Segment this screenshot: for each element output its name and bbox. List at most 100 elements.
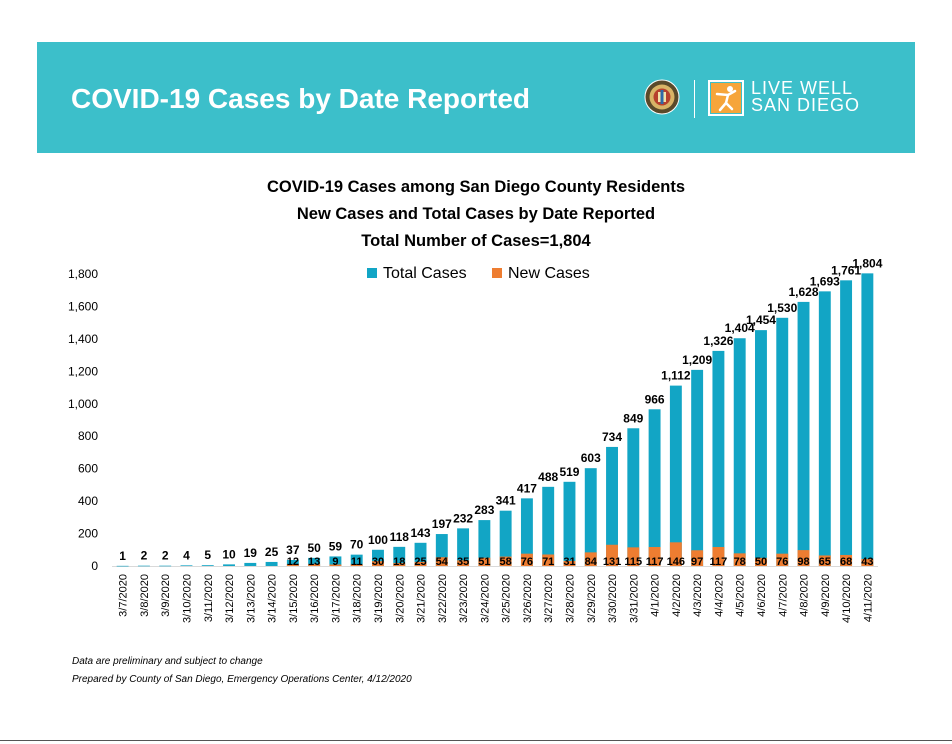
total-cases-bar	[627, 428, 640, 566]
x-tick-label: 3/16/2020	[309, 574, 321, 623]
total-cases-bar	[286, 559, 299, 566]
live-well-logo-text: LIVE WELL SAN DIEGO	[751, 79, 861, 115]
total-cases-label: 1,209	[682, 353, 712, 367]
new-cases-bar	[691, 550, 704, 566]
new-cases-bar	[606, 544, 618, 566]
x-tick-label: 3/20/2020	[394, 574, 406, 623]
new-cases-bar	[393, 563, 406, 566]
new-cases-label: 65	[819, 556, 831, 568]
new-cases-bar	[308, 563, 321, 566]
total-cases-bar	[669, 385, 682, 566]
y-tick-label: 1,200	[68, 364, 98, 378]
total-cases-bar	[648, 409, 661, 566]
x-tick-label: 3/21/2020	[416, 574, 428, 623]
total-cases-bar	[755, 330, 767, 566]
new-cases-label: 31	[563, 556, 575, 568]
new-cases-label: 18	[393, 556, 405, 568]
x-tick-label: 4/5/2020	[735, 574, 747, 617]
total-cases-label: 283	[474, 503, 494, 517]
chart-title-line-1: COVID-19 Cases among San Diego County Re…	[266, 178, 686, 196]
new-cases-bar	[584, 552, 597, 566]
x-tick-label: 3/22/2020	[437, 574, 449, 623]
y-tick-label: 1,000	[68, 397, 98, 411]
total-cases-label: 232	[453, 511, 473, 525]
x-tick-label: 3/19/2020	[373, 574, 385, 623]
x-tick-label: 3/25/2020	[501, 574, 513, 623]
total-cases-label: 1,326	[703, 334, 733, 348]
y-tick-label: 600	[78, 462, 98, 476]
new-cases-bar	[733, 553, 746, 566]
new-cases-label: 43	[861, 556, 873, 568]
total-cases-bar	[712, 350, 725, 566]
x-tick-label: 3/30/2020	[607, 574, 619, 623]
total-cases-label: 417	[517, 481, 537, 495]
new-cases-bar	[797, 550, 810, 566]
total-cases-label: 19	[244, 546, 258, 560]
total-cases-bar	[818, 291, 831, 566]
x-tick-label: 4/8/2020	[799, 574, 811, 617]
chart-titles: COVID-19 Cases among San Diego County Re…	[0, 174, 952, 255]
x-tick-label: 4/7/2020	[777, 574, 789, 617]
x-tick-label: 3/18/2020	[352, 574, 364, 623]
chart-title-line-3: Total Number of Cases=1,804	[361, 232, 591, 250]
x-tick-label: 3/14/2020	[267, 574, 279, 623]
x-tick-label: 3/23/2020	[458, 574, 470, 623]
covid-cases-bar-chart: 02004006008001,0001,2001,4001,6001,80013…	[68, 256, 883, 623]
x-tick-label: 4/1/2020	[650, 574, 662, 617]
new-cases-label: 98	[797, 556, 809, 568]
new-cases-bar	[435, 557, 448, 566]
total-cases-label: 488	[538, 470, 558, 484]
total-cases-label: 1,804	[852, 256, 882, 270]
total-cases-bar	[499, 510, 512, 566]
x-tick-label: 3/8/2020	[139, 574, 151, 617]
total-cases-label: 4	[183, 548, 190, 562]
total-cases-label: 118	[390, 530, 410, 544]
new-cases-label: 117	[710, 556, 728, 568]
x-tick-label: 3/27/2020	[543, 574, 555, 623]
total-cases-label: 1,404	[725, 321, 755, 335]
new-cases-label: 84	[585, 556, 598, 568]
new-cases-label: 71	[542, 556, 554, 568]
new-cases-bar	[861, 559, 874, 566]
new-cases-bar	[563, 560, 576, 566]
new-cases-bar	[818, 555, 831, 566]
new-cases-label: 12	[287, 556, 299, 568]
total-cases-label: 1,530	[767, 301, 797, 315]
x-tick-label: 3/7/2020	[118, 574, 130, 617]
total-cases-label: 1,628	[789, 285, 819, 299]
x-tick-label: 4/3/2020	[692, 574, 704, 617]
y-tick-label: 800	[78, 429, 98, 443]
x-tick-label: 4/11/2020	[862, 574, 874, 622]
new-cases-label: 25	[414, 556, 426, 568]
new-cases-bar	[350, 564, 363, 566]
new-cases-bar	[840, 554, 853, 566]
total-cases-bar	[478, 520, 491, 566]
total-cases-bar	[797, 301, 810, 566]
legend-swatch-new	[492, 268, 502, 278]
new-cases-label: 76	[776, 556, 788, 568]
new-cases-label: 115	[624, 556, 642, 568]
new-cases-bar	[414, 561, 427, 566]
x-tick-label: 3/29/2020	[586, 574, 598, 623]
x-tick-label: 3/15/2020	[288, 574, 300, 623]
new-cases-bar	[457, 560, 470, 566]
x-tick-label: 3/11/2020	[203, 574, 215, 622]
new-cases-label: 58	[500, 556, 512, 568]
total-cases-label: 1,761	[831, 263, 861, 277]
total-cases-bar	[350, 554, 363, 566]
total-cases-bar	[159, 565, 172, 567]
logo-line-2: SAN DIEGO	[751, 95, 861, 115]
new-cases-bar	[712, 547, 725, 566]
total-cases-bar	[840, 280, 853, 566]
y-tick-label: 1,800	[68, 267, 98, 281]
legend-label-total: Total Cases	[383, 265, 467, 282]
total-cases-bar	[308, 557, 321, 566]
header-banner: COVID-19 Cases by Date Reported LIVE WEL…	[37, 42, 915, 153]
total-cases-label: 50	[307, 541, 321, 555]
logo-divider	[694, 80, 695, 118]
total-cases-bar	[116, 565, 129, 567]
total-cases-bar	[691, 369, 704, 566]
new-cases-bar	[329, 564, 342, 566]
total-cases-bar	[201, 565, 214, 566]
county-seal-icon	[644, 79, 680, 115]
